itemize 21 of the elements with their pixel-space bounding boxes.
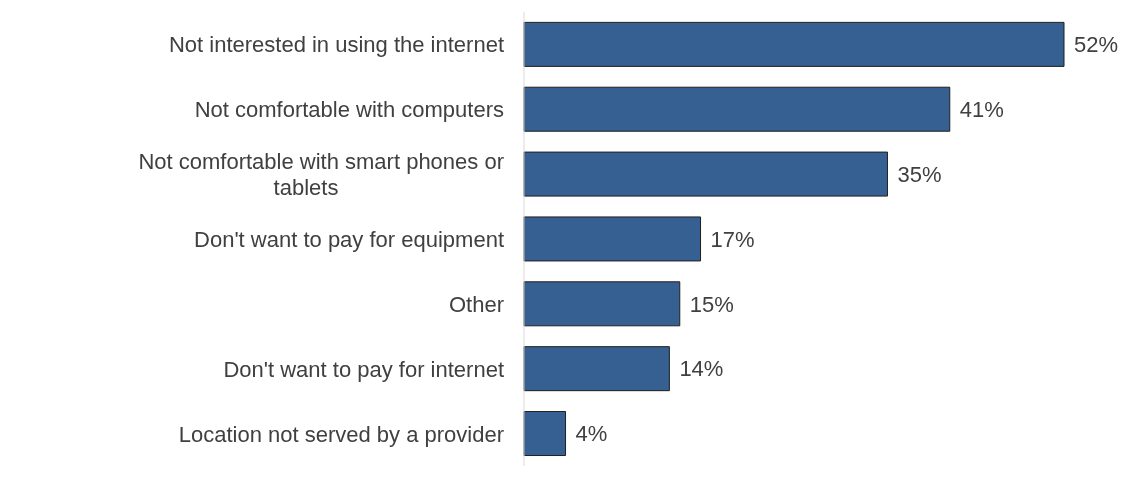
bar	[523, 151, 888, 197]
data-label: 35%	[897, 161, 942, 187]
data-label: 41%	[959, 97, 1004, 123]
bar	[523, 411, 567, 457]
y-tick-label: Don't want to pay for equipment	[194, 226, 504, 252]
y-tick-label: Location not served by a provider	[178, 421, 504, 447]
bar	[523, 346, 670, 392]
y-tick-label: Not interested in using the internet	[168, 31, 504, 57]
data-label: 4%	[575, 421, 608, 447]
data-label: 14%	[679, 356, 724, 382]
data-label: 15%	[689, 291, 734, 317]
bar	[523, 86, 951, 132]
bar	[523, 281, 681, 327]
y-tick-label: Don't want to pay for internet	[223, 356, 504, 382]
data-label: 52%	[1074, 32, 1119, 58]
y-tick-label: Other	[448, 291, 504, 317]
data-label: 17%	[710, 226, 755, 252]
bar	[523, 21, 1065, 67]
bar	[523, 216, 702, 262]
y-tick-label: Not comfortable with smart phones or tablets	[138, 148, 504, 200]
y-tick-label: Not comfortable with computers	[194, 96, 504, 122]
